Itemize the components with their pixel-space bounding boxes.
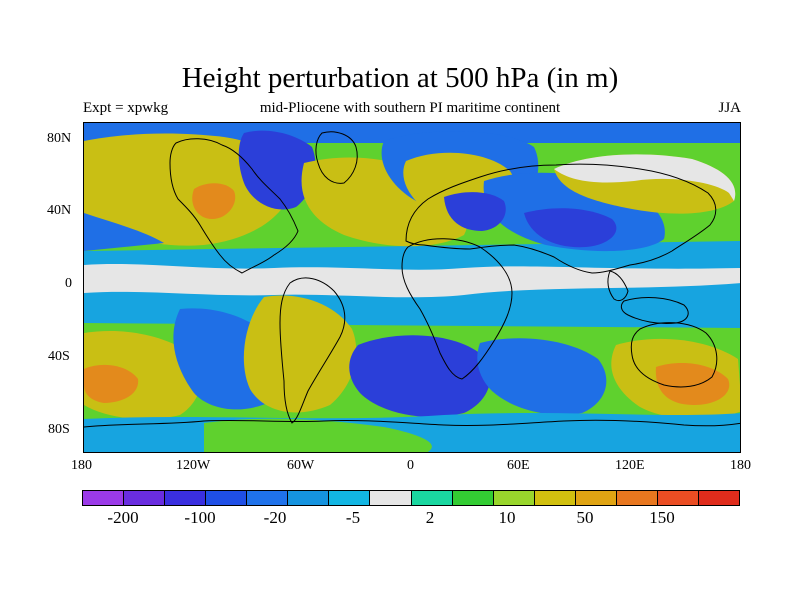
map-title: Height perturbation at 500 hPa (in m) bbox=[181, 62, 619, 94]
map-subtitle: mid-Pliocene with southern PI maritime c… bbox=[259, 100, 561, 116]
cb-label-neg20: -20 bbox=[263, 508, 287, 527]
field-australia-core bbox=[655, 363, 730, 405]
colorbar-cell-11 bbox=[534, 491, 576, 505]
colorbar-cell-4 bbox=[247, 491, 289, 505]
colorbar-cell-1 bbox=[124, 491, 166, 505]
colorbar-cell-5 bbox=[288, 491, 330, 505]
cb-label-neg5: -5 bbox=[345, 508, 361, 527]
coast-indochina bbox=[607, 270, 629, 302]
coastline-svg bbox=[84, 131, 740, 428]
x-tick-180e: 180 bbox=[730, 458, 751, 473]
coast-africa bbox=[401, 238, 513, 380]
colorbar-cell-12 bbox=[575, 491, 617, 505]
field-s-atlantic-low bbox=[349, 335, 491, 417]
x-tick-0: 0 bbox=[407, 458, 414, 473]
cb-label-150: 150 bbox=[649, 508, 675, 527]
cb-label-neg100: -100 bbox=[184, 508, 216, 527]
colorbar bbox=[82, 490, 740, 506]
x-tick-180w: 180 bbox=[71, 458, 92, 473]
field-s-indian-low bbox=[477, 338, 607, 415]
colorbar-cell-3 bbox=[206, 491, 248, 505]
cb-label-50: 50 bbox=[576, 508, 594, 527]
colorbar-cell-14 bbox=[657, 491, 699, 505]
colorbar-cell-9 bbox=[452, 491, 494, 505]
field-greenland-low bbox=[238, 130, 316, 210]
cb-label-2: 2 bbox=[425, 508, 435, 527]
cb-label-10: 10 bbox=[498, 508, 516, 527]
coast-greenland bbox=[315, 131, 358, 184]
field-mideast-low bbox=[444, 192, 506, 231]
colorbar-cell-10 bbox=[493, 491, 535, 505]
field-antarctic-pos bbox=[204, 418, 432, 452]
coast-eurasia bbox=[405, 163, 717, 274]
y-tick-0: 0 bbox=[65, 276, 72, 291]
y-tick-40s: 40S bbox=[48, 349, 70, 364]
colorbar-cell-8 bbox=[411, 491, 453, 505]
map-field-svg bbox=[84, 123, 740, 452]
field-equatorial-neutral bbox=[84, 264, 740, 298]
y-tick-80n: 80N bbox=[47, 131, 72, 146]
colorbar-cell-7 bbox=[370, 491, 412, 505]
colorbar-cell-6 bbox=[329, 491, 371, 505]
colorbar-cell-2 bbox=[165, 491, 207, 505]
field-siberia-low bbox=[524, 208, 617, 248]
x-tick-120e: 120E bbox=[615, 458, 645, 473]
field-np-outer bbox=[554, 154, 736, 201]
coast-south-america bbox=[279, 277, 346, 424]
field-pacific-east-low bbox=[84, 213, 164, 251]
field-sa-pos bbox=[243, 295, 357, 413]
colorbar-cell-0 bbox=[83, 491, 125, 505]
x-tick-60w: 60W bbox=[287, 458, 315, 473]
coast-antarctica bbox=[84, 419, 740, 428]
y-tick-40n: 40N bbox=[47, 203, 72, 218]
y-tick-80s: 80S bbox=[48, 422, 70, 437]
x-tick-120w: 120W bbox=[176, 458, 211, 473]
coast-australia bbox=[630, 322, 718, 388]
season-label: JJA bbox=[718, 100, 741, 116]
field-sp-core bbox=[84, 364, 139, 403]
colorbar-cell-15 bbox=[698, 491, 739, 505]
field-na-extreme-core bbox=[192, 183, 236, 219]
map-plot bbox=[83, 122, 741, 453]
cb-label-neg200: -200 bbox=[107, 508, 139, 527]
coast-maritime-continent bbox=[620, 297, 689, 324]
experiment-label: Expt = xpwkg bbox=[83, 100, 169, 116]
x-tick-60e: 60E bbox=[507, 458, 530, 473]
coast-north-america bbox=[169, 138, 299, 274]
colorbar-cell-13 bbox=[616, 491, 658, 505]
